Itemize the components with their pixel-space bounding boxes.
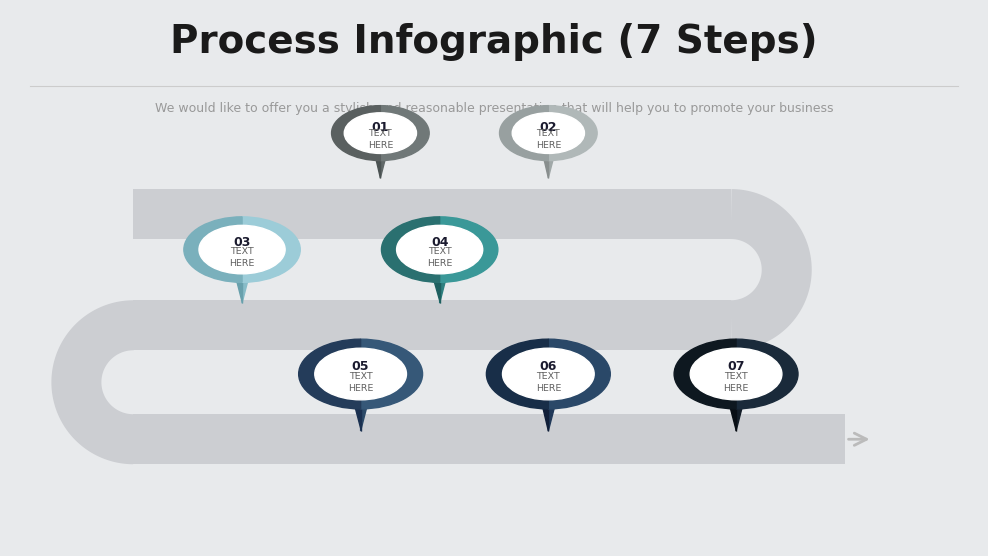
Polygon shape — [548, 393, 558, 431]
Text: We would like to offer you a stylish and reasonable presentation that will help : We would like to offer you a stylish and… — [155, 102, 833, 115]
Wedge shape — [184, 217, 242, 282]
Wedge shape — [736, 339, 798, 409]
Polygon shape — [540, 148, 548, 178]
Text: 03: 03 — [233, 236, 251, 249]
Polygon shape — [548, 148, 556, 178]
Circle shape — [199, 225, 286, 274]
Text: 04: 04 — [431, 236, 449, 249]
Circle shape — [512, 113, 585, 153]
Text: TEXT
HERE: TEXT HERE — [368, 130, 393, 150]
Text: 06: 06 — [539, 360, 557, 373]
Polygon shape — [726, 393, 736, 431]
Wedge shape — [361, 339, 423, 409]
Polygon shape — [351, 393, 361, 431]
Text: TEXT
HERE: TEXT HERE — [535, 372, 561, 393]
Text: 01: 01 — [371, 121, 389, 134]
Wedge shape — [440, 217, 498, 282]
Circle shape — [396, 225, 483, 274]
Wedge shape — [332, 106, 380, 161]
Polygon shape — [233, 267, 242, 303]
Text: TEXT
HERE: TEXT HERE — [427, 247, 453, 267]
Circle shape — [503, 348, 594, 400]
Text: Process Infographic (7 Steps): Process Infographic (7 Steps) — [170, 23, 818, 61]
Wedge shape — [242, 217, 300, 282]
Circle shape — [344, 113, 417, 153]
Text: TEXT
HERE: TEXT HERE — [229, 247, 255, 267]
Polygon shape — [361, 393, 370, 431]
Wedge shape — [548, 339, 611, 409]
Wedge shape — [381, 217, 440, 282]
Text: 07: 07 — [727, 360, 745, 373]
Polygon shape — [736, 393, 746, 431]
Wedge shape — [674, 339, 736, 409]
Polygon shape — [440, 267, 449, 303]
Polygon shape — [242, 267, 251, 303]
Text: TEXT
HERE: TEXT HERE — [723, 372, 749, 393]
Polygon shape — [431, 267, 440, 303]
Wedge shape — [486, 339, 548, 409]
Polygon shape — [538, 393, 548, 431]
Polygon shape — [372, 148, 380, 178]
Circle shape — [691, 348, 782, 400]
Text: TEXT
HERE: TEXT HERE — [348, 372, 373, 393]
Polygon shape — [380, 148, 388, 178]
Wedge shape — [548, 106, 597, 161]
Text: TEXT
HERE: TEXT HERE — [535, 130, 561, 150]
Circle shape — [315, 348, 406, 400]
Wedge shape — [500, 106, 548, 161]
Text: 02: 02 — [539, 121, 557, 134]
Wedge shape — [298, 339, 361, 409]
Text: 05: 05 — [352, 360, 370, 373]
Wedge shape — [380, 106, 429, 161]
